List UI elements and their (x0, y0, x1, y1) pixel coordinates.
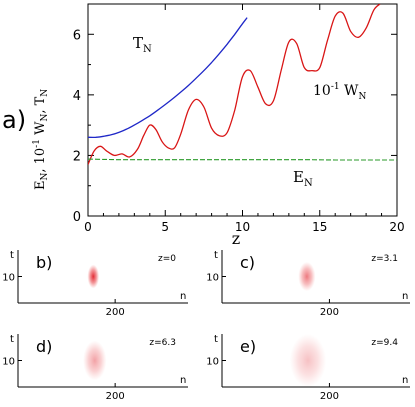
intensity-blob (298, 261, 316, 292)
y-tick-label: 10 (2, 357, 15, 368)
y-axis-label: t (10, 334, 14, 345)
y-tick-label: 10 (206, 273, 219, 284)
intensity-blob (289, 334, 327, 387)
x-axis-label: n (180, 375, 186, 386)
y-tick-label: 10 (206, 357, 219, 368)
panel-a: a) 0 5 10 15 20 0 2 4 6 TN 10-1 WN EN z EN, 10-1… (2, 3, 405, 248)
label-T_N: TN (133, 34, 152, 55)
y-tick-label: 10 (2, 273, 15, 284)
label-E_N: EN (293, 168, 313, 189)
x-tick-label: 200 (320, 391, 339, 402)
series-line-T_N (88, 17, 248, 138)
y-tick-label: 4 (73, 89, 81, 104)
x-tick-label: 20 (389, 220, 404, 234)
x-axis-label: z (232, 229, 240, 248)
panel-label: b) (36, 253, 52, 272)
heatmap-panel-d: 10 200 t n d) z=6.3 (2, 334, 188, 402)
label-W_N: 10-1 WN (313, 82, 366, 102)
y-axis-label: t (214, 250, 218, 261)
heatmap-panels: 10 200 t n b) z=0 10 200 t n c) z=3.1 10 200 t n d) z=6.3… (2, 250, 410, 402)
panel-a-label: a) (2, 106, 26, 134)
y-axis-label: t (214, 334, 218, 345)
panel-annotation: z=9.4 (371, 338, 398, 348)
y-tick-label: 6 (73, 28, 81, 43)
y-axis-label: t (10, 250, 14, 261)
y-axis-label: EN, 10-1 WN, TN (32, 89, 50, 190)
panel-annotation: z=0 (158, 254, 176, 264)
series-line-W_N (88, 4, 381, 165)
panel-label: c) (240, 253, 255, 272)
axis-ticks: 0 5 10 15 20 0 2 4 6 (73, 4, 405, 234)
y-tick-label: 0 (73, 210, 81, 225)
series-line-E_N (88, 158, 397, 161)
intensity-blob (83, 340, 107, 381)
heatmap-panel-e: 10 200 t n e) z=9.4 (206, 334, 410, 402)
x-axis-label: n (402, 375, 408, 386)
x-tick-label: 200 (106, 307, 125, 318)
panel-annotation: z=3.1 (371, 254, 398, 264)
heatmap-panel-b: 10 200 t n b) z=0 (2, 250, 188, 318)
x-tick-label: 0 (84, 220, 92, 234)
panel-label: e) (240, 337, 256, 356)
x-tick-label: 200 (320, 307, 339, 318)
x-axis-label: n (180, 291, 186, 302)
heatmap-panel-c: 10 200 t n c) z=3.1 (206, 250, 410, 318)
x-tick-label: 5 (161, 220, 169, 234)
x-axis-label: n (402, 291, 408, 302)
panel-annotation: z=6.3 (149, 338, 176, 348)
panel-label: d) (36, 337, 52, 356)
y-tick-label: 2 (73, 149, 81, 164)
x-tick-label: 200 (106, 391, 125, 402)
x-tick-label: 15 (312, 220, 327, 234)
x-tick-label: 10 (235, 220, 250, 234)
intensity-blob (87, 264, 100, 289)
